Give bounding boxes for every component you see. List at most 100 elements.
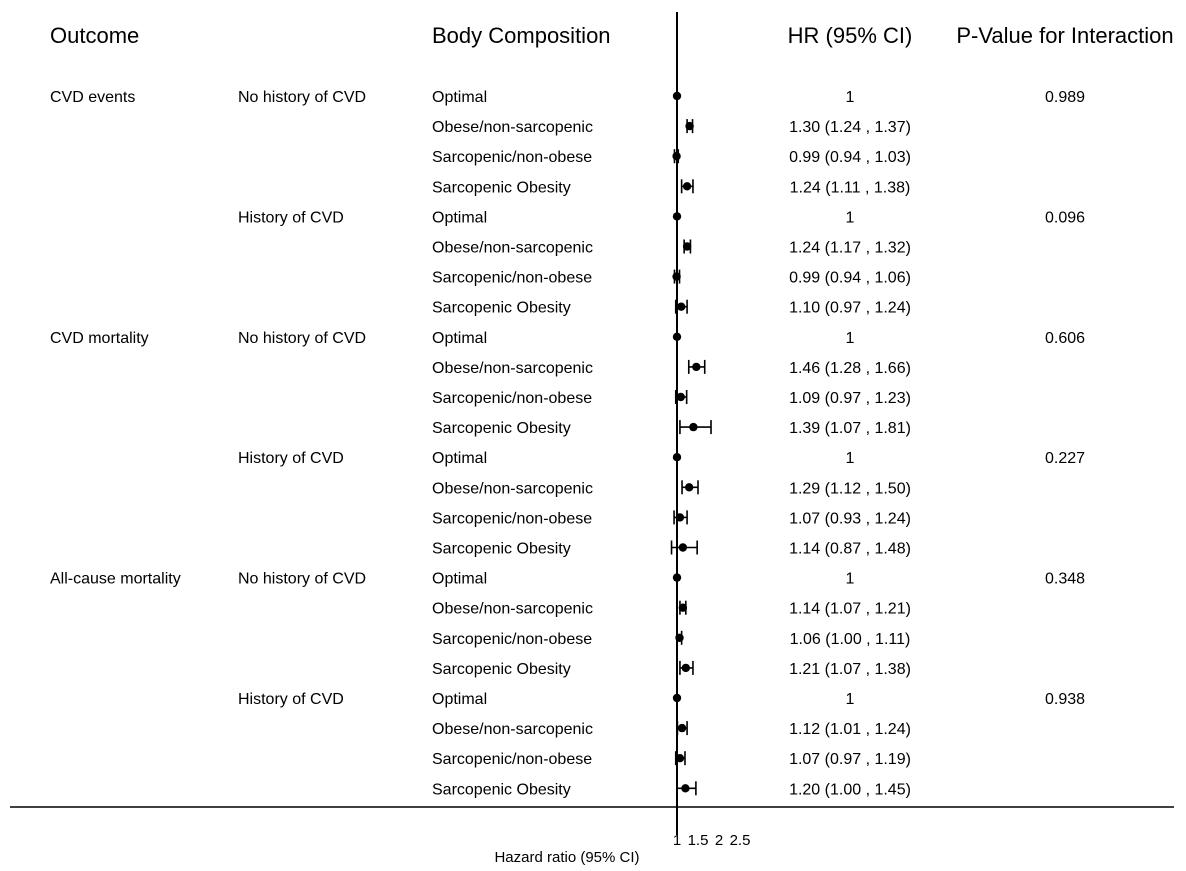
hr-ci-text: 0.99 (0.94 , 1.06) xyxy=(789,270,911,287)
hr-point xyxy=(672,272,681,281)
composition-label: Sarcopenic/non-obese xyxy=(432,631,592,648)
composition-label: Sarcopenic Obesity xyxy=(432,300,571,317)
x-tick-label: 2.5 xyxy=(730,832,751,849)
composition-label: Sarcopenic Obesity xyxy=(432,781,571,798)
composition-label: Sarcopenic/non-obese xyxy=(432,510,592,527)
x-tick-label: 1.5 xyxy=(688,832,709,849)
composition-label: Obese/non-sarcopenic xyxy=(432,240,593,257)
hr-point xyxy=(672,693,682,703)
forest-row: Sarcopenic/non-obese 1.06 (1.00 , 1.11) xyxy=(432,630,911,648)
composition-label: Obese/non-sarcopenic xyxy=(432,480,593,497)
forest-row: Obese/non-sarcopenic 1.24 (1.17 , 1.32) xyxy=(432,239,911,257)
header-p-value: P-Value for Interaction xyxy=(956,23,1173,48)
composition-label: Optimal xyxy=(432,450,487,467)
hr-ci-text: 1.20 (1.00 , 1.45) xyxy=(789,781,911,798)
composition-label: Optimal xyxy=(432,330,487,347)
forest-row: History of CVD Optimal 1 0.096 xyxy=(238,209,1085,226)
hr-ci-text: 1.10 (0.97 , 1.24) xyxy=(789,300,911,317)
hr-ci-text: 1 xyxy=(846,450,855,467)
hr-ci-text: 1.30 (1.24 , 1.37) xyxy=(789,119,911,136)
forest-row: Sarcopenic Obesity 1.39 (1.07 , 1.81) xyxy=(432,420,911,437)
p-value-text: 0.096 xyxy=(1045,209,1085,226)
forest-row: History of CVD Optimal 1 0.227 xyxy=(238,450,1085,467)
p-value-text: 0.227 xyxy=(1045,450,1085,467)
composition-label: Sarcopenic Obesity xyxy=(432,541,571,558)
hr-point xyxy=(672,212,682,221)
hr-ci-text: 1 xyxy=(846,89,855,106)
p-value-text: 0.989 xyxy=(1045,89,1085,106)
composition-label: Obese/non-sarcopenic xyxy=(432,360,593,377)
hr-ci-text: 1.07 (0.97 , 1.19) xyxy=(789,751,911,768)
hr-ci-text: 1 xyxy=(846,691,855,708)
hr-point xyxy=(675,633,684,642)
hr-ci-text: 1.12 (1.01 , 1.24) xyxy=(789,721,911,738)
forest-row: History of CVD Optimal 1 0.938 xyxy=(238,691,1085,708)
group-label: History of CVD xyxy=(238,209,344,226)
hr-point xyxy=(685,121,694,131)
hr-point xyxy=(675,754,685,763)
x-tick-label: 2 xyxy=(715,832,723,849)
forest-row: Sarcopenic Obesity 1.20 (1.00 , 1.45) xyxy=(432,781,911,798)
composition-label: Obese/non-sarcopenic xyxy=(432,119,593,136)
hr-ci-text: 1.14 (1.07 , 1.21) xyxy=(789,601,911,618)
composition-label: Obese/non-sarcopenic xyxy=(432,721,593,738)
hr-point xyxy=(672,91,682,101)
hr-ci-text: 1.06 (1.00 , 1.11) xyxy=(790,631,911,648)
header-body-composition: Body Composition xyxy=(432,23,611,48)
forest-row: Obese/non-sarcopenic 1.29 (1.12 , 1.50) xyxy=(432,480,911,497)
composition-label: Optimal xyxy=(432,691,487,708)
forest-row: Obese/non-sarcopenic 1.46 (1.28 , 1.66) xyxy=(432,359,911,377)
hr-ci-text: 1 xyxy=(846,571,855,588)
hr-ci-text: 1.24 (1.17 , 1.32) xyxy=(789,240,911,257)
forest-row: Obese/non-sarcopenic 1.14 (1.07 , 1.21) xyxy=(432,600,911,618)
hr-point xyxy=(672,332,682,341)
forest-row: Obese/non-sarcopenic 1.12 (1.01 , 1.24) xyxy=(432,721,911,738)
hr-ci-text: 1.21 (1.07 , 1.38) xyxy=(789,661,911,678)
forest-row: Obese/non-sarcopenic 1.30 (1.24 , 1.37) xyxy=(432,119,911,136)
hr-point xyxy=(681,663,691,673)
p-value-text: 0.938 xyxy=(1045,691,1085,708)
x-axis-label: Hazard ratio (95% CI) xyxy=(494,849,639,866)
hr-ci-text: 1.14 (0.87 , 1.48) xyxy=(789,541,911,558)
hr-point xyxy=(677,302,686,311)
outcome-label: CVD events xyxy=(50,89,135,106)
x-ticks: 1 1.5 2 2.5 xyxy=(673,832,751,849)
composition-label: Sarcopenic Obesity xyxy=(432,420,571,437)
x-tick-label: 1 xyxy=(673,832,681,849)
composition-label: Optimal xyxy=(432,89,487,106)
forest-row: CVD mortality No history of CVD Optimal 1 0.… xyxy=(50,330,1085,347)
hr-point xyxy=(678,603,688,612)
composition-label: Sarcopenic/non-obese xyxy=(432,751,592,768)
forest-row: Sarcopenic Obesity 1.14 (0.87 , 1.48) xyxy=(432,540,911,558)
forest-row: Sarcopenic/non-obese 1.09 (0.97 , 1.23) xyxy=(432,390,911,407)
forest-row: Sarcopenic/non-obese 0.99 (0.94 , 1.06) xyxy=(432,269,911,287)
hr-ci-text: 1.46 (1.28 , 1.66) xyxy=(789,360,911,377)
composition-label: Optimal xyxy=(432,571,487,588)
forest-row: Sarcopenic Obesity 1.21 (1.07 , 1.38) xyxy=(432,660,911,678)
hr-ci-text: 1.29 (1.12 , 1.50) xyxy=(789,480,911,497)
hr-point xyxy=(677,723,687,733)
header-hr: HR (95% CI) xyxy=(788,23,913,48)
hr-point xyxy=(672,453,682,462)
forest-row: Sarcopenic Obesity 1.24 (1.11 , 1.38) xyxy=(432,179,910,196)
composition-label: Sarcopenic/non-obese xyxy=(432,149,592,166)
group-label: History of CVD xyxy=(238,450,344,467)
hr-point xyxy=(681,784,690,793)
composition-label: Optimal xyxy=(432,209,487,226)
hr-point xyxy=(682,242,692,251)
hr-point xyxy=(682,182,692,191)
header-outcome: Outcome xyxy=(50,23,139,48)
hr-ci-text: 1 xyxy=(846,330,855,347)
hr-point xyxy=(672,152,681,161)
hr-point xyxy=(676,392,685,402)
forest-row: CVD events No history of CVD Optimal 1 0.989 xyxy=(50,89,1085,106)
hr-ci-text: 1.24 (1.11 , 1.38) xyxy=(790,179,911,196)
group-label: No history of CVD xyxy=(238,330,366,347)
hr-ci-text: 1 xyxy=(846,209,855,226)
hr-ci-text: 1.07 (0.93 , 1.24) xyxy=(789,510,911,527)
group-label: No history of CVD xyxy=(238,89,366,106)
forest-row: All-cause mortality No history of CVD Opti… xyxy=(50,571,1085,588)
hr-ci-text: 1.39 (1.07 , 1.81) xyxy=(789,420,911,437)
forest-row: Sarcopenic/non-obese 1.07 (0.97 , 1.19) xyxy=(432,751,911,768)
